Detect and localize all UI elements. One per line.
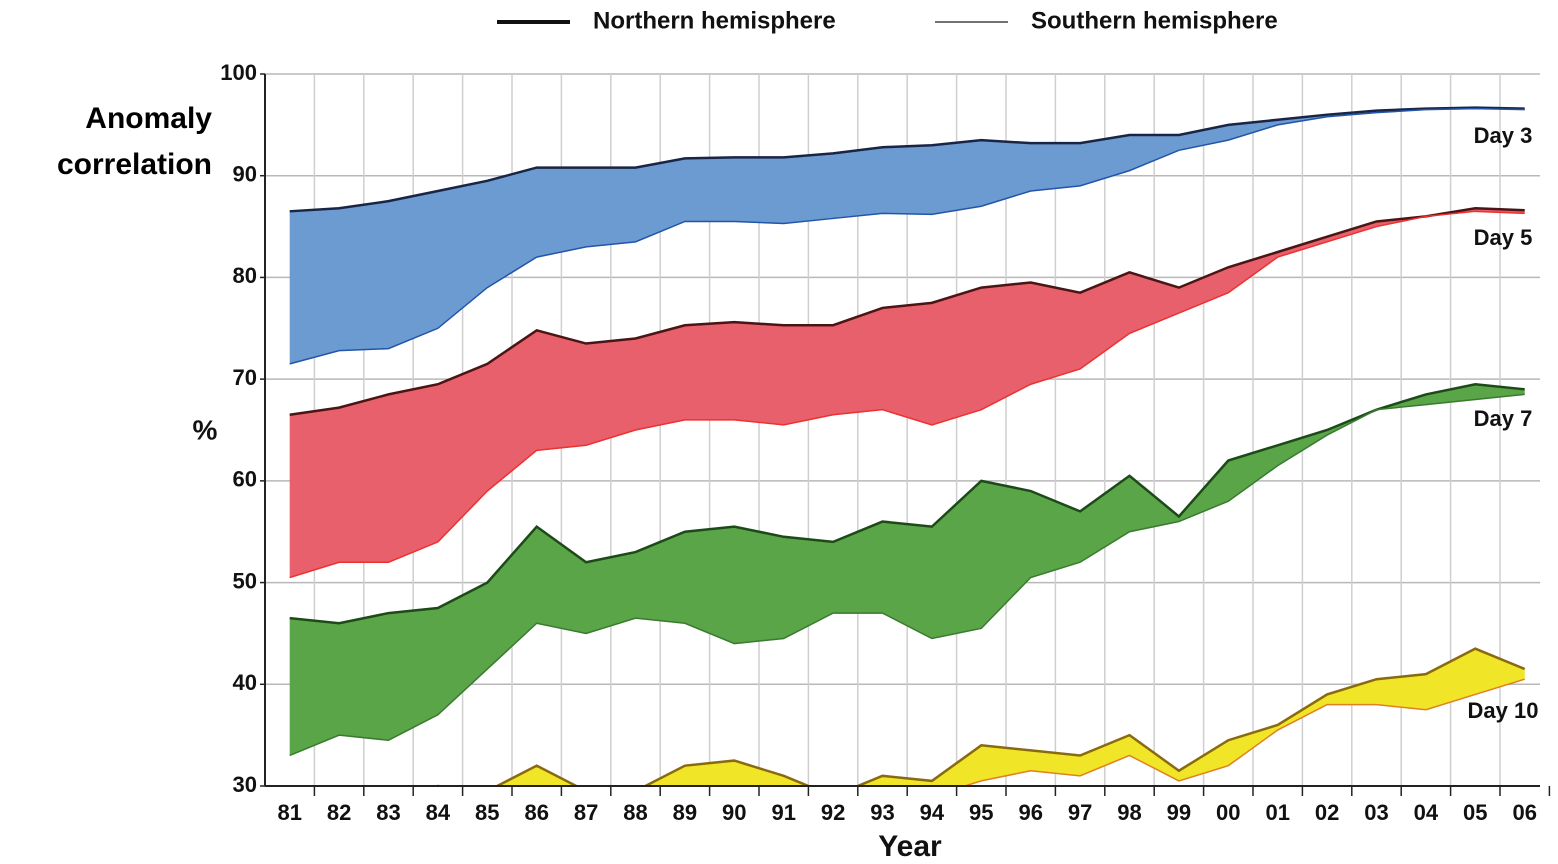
northern-line [289,106,1525,213]
x-tick-label: 89 [673,800,697,825]
x-tick-label: 03 [1364,800,1388,825]
x-tick-label: 94 [920,800,945,825]
x-tick-label: 82 [327,800,351,825]
x-tick-label: 92 [821,800,845,825]
x-tick-label: 90 [722,800,746,825]
y-tick-label: 50 [233,568,257,593]
x-tick-label: 97 [1068,800,1092,825]
x-tick-label: 88 [623,800,647,825]
x-tick-label: 01 [1265,800,1289,825]
southern-line [289,393,1525,757]
x-axis-label: Year [878,830,942,863]
band-label: Day 7 [1474,406,1533,431]
northern-line [289,207,1525,416]
band-label: Day 3 [1474,123,1533,148]
y-tick-label: 100 [220,60,257,85]
southern-line [289,210,1525,579]
x-tick-label: 93 [870,800,894,825]
y-tick-label: 80 [233,263,257,288]
y-tick-label: 70 [233,365,257,390]
x-tick-label: 99 [1167,800,1191,825]
band-area [289,384,1525,756]
x-tick-label: 86 [524,800,548,825]
x-tick-label: 83 [376,800,400,825]
northern-line [433,647,1526,786]
southern-line [289,107,1525,365]
x-tick-label: 02 [1315,800,1339,825]
x-tick-label: 81 [277,800,301,825]
band-area [437,648,1525,786]
x-tick-label: 04 [1414,800,1439,825]
y-axis-label: % [193,414,218,445]
y-tick-label: 30 [233,772,257,797]
legend-label: Southern hemisphere [1031,7,1278,34]
legend-label: Northern hemisphere [593,7,836,34]
x-tick-label: 00 [1216,800,1240,825]
y-tick-label: 60 [233,467,257,492]
band-label: Day 5 [1474,225,1533,250]
y-tick-label: 40 [233,670,257,695]
y-axis-title: Anomaly correlation [56,102,212,181]
southern-line [962,678,1525,786]
y-tick-label: 90 [233,162,257,187]
x-tick-label: 84 [426,800,451,825]
x-tick-label: 91 [771,800,795,825]
x-tick-label: 87 [574,800,598,825]
x-tick-label: 05 [1463,800,1487,825]
x-tick-label: 98 [1117,800,1141,825]
x-tick-label: 06 [1512,800,1536,825]
x-tick-label: 95 [969,800,993,825]
band-area [289,107,1525,364]
x-tick-label: 85 [475,800,499,825]
band-label: Day 10 [1468,698,1539,723]
x-tick-label: 96 [1018,800,1042,825]
northern-line [289,382,1525,625]
band-area [289,208,1525,578]
